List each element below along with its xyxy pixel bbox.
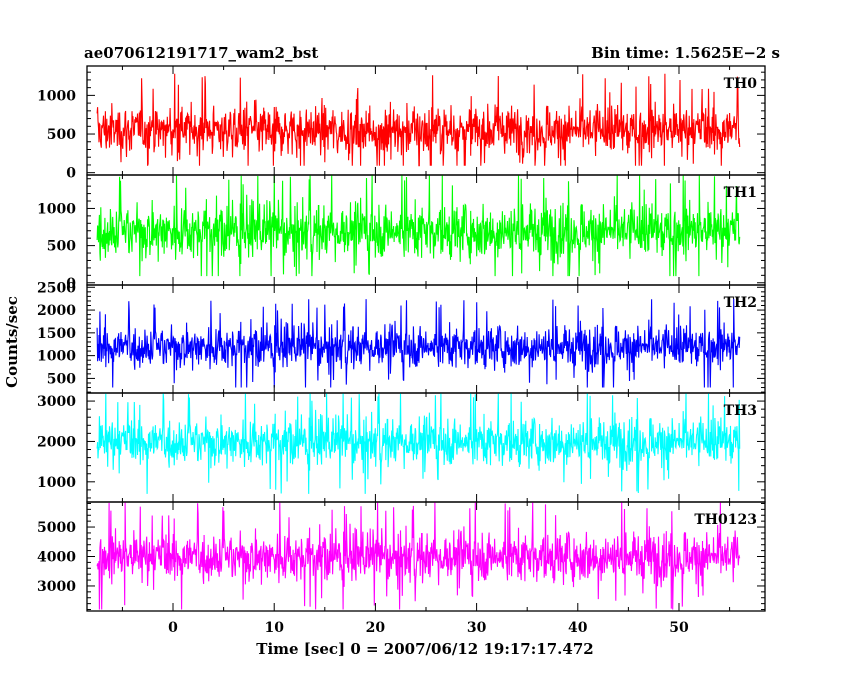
y-axis-label: Counts/sec — [3, 296, 21, 388]
y-tick-label: 2500 — [37, 280, 76, 296]
y-tick-label: 5000 — [37, 520, 76, 536]
x-tick-label: 0 — [168, 620, 178, 636]
series-line-th2 — [96, 298, 741, 388]
x-tick-label: 40 — [568, 620, 588, 636]
series-line-th0123 — [96, 502, 741, 610]
y-tick-label: 2000 — [37, 303, 76, 319]
y-tick-label: 1000 — [37, 201, 76, 217]
x-axis-label: Time [sec] 0 = 2007/06/12 19:17:17.472 — [256, 640, 593, 658]
y-tick-label: 0 — [66, 166, 76, 182]
panel-label-th3: TH3 — [724, 403, 757, 419]
x-tick-label: 50 — [669, 620, 689, 636]
series-line-th0 — [96, 73, 741, 167]
y-tick-label: 0 — [66, 276, 76, 292]
y-tick-label: 500 — [47, 239, 76, 255]
x-tick-label: 10 — [264, 620, 284, 636]
x-tick-label: 20 — [366, 620, 386, 636]
y-tick-label: 1000 — [37, 475, 76, 491]
panel-label-th0123: TH0123 — [694, 512, 757, 528]
panel-label-th1: TH1 — [724, 185, 757, 201]
x-tick-label: 30 — [467, 620, 487, 636]
y-tick-label: 1000 — [37, 349, 76, 365]
chart-title: ae070612191717_wam2_bst — [84, 44, 318, 62]
y-tick-label: 3000 — [37, 579, 76, 595]
bin-time-label: Bin time: 1.5625E−2 s — [591, 44, 780, 62]
panel-label-th0: TH0 — [724, 76, 758, 92]
panels-group: 05001000TH005001000TH1500100015002000250… — [37, 65, 766, 636]
y-tick-label: 1500 — [37, 326, 76, 342]
y-tick-label: 500 — [47, 127, 76, 143]
y-tick-label: 500 — [47, 371, 76, 387]
y-tick-label: 1000 — [37, 88, 76, 104]
series-line-th1 — [96, 175, 741, 277]
series-line-th3 — [96, 393, 741, 494]
panel-label-th2: TH2 — [724, 295, 757, 311]
y-tick-label: 2000 — [37, 434, 76, 450]
y-tick-label: 3000 — [37, 394, 76, 410]
y-tick-label: 4000 — [37, 550, 76, 566]
